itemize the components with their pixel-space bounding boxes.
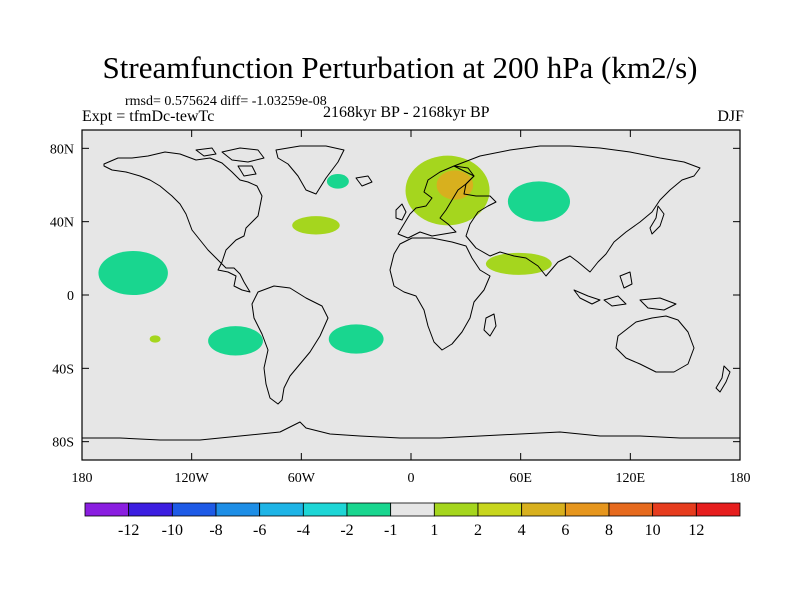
anomaly-central-asia-negative [507,181,571,222]
colorbar-label: -4 [297,522,310,539]
anomaly-north-atlantic-negative [326,174,349,189]
x-tick-label: 120W [175,471,210,486]
colorbar: -12 -10 -8 -6 -4 -2 -1 1 2 4 6 8 10 12 [84,502,741,539]
coast-south-america [251,285,329,405]
colorbar-label: 12 [688,522,704,539]
colorbar-label: 4 [518,522,526,539]
colorbar-box [477,502,523,517]
rmsd-diff-stats: rmsd= 0.575624 diff= -1.03259e-08 [125,94,327,109]
colorbar-label: -1 [384,522,397,539]
coastlines [82,145,740,441]
x-tick-label: 0 [408,471,415,486]
colorbar-box [608,502,654,517]
colorbar-label: 2 [474,522,482,539]
colorbar-label: -10 [162,522,183,539]
colorbar-box [215,502,261,517]
colorbar-box [652,502,697,517]
coast-africa [389,237,491,351]
colorbar-label: 8 [605,522,613,539]
coast-antarctica [82,421,740,441]
colorbar-box [390,502,435,517]
period-label: 2168kyr BP - 2168kyr BP [323,104,490,121]
coast-arctic-islands [195,147,265,177]
y-tick-label: 40S [52,362,74,377]
colorbar-label: 6 [561,522,569,539]
coast-japan [649,205,665,235]
colorbar-label: 10 [645,522,661,539]
colorbar-box [564,502,610,517]
axis-ticks: 180 120W 60W 0 60E 120E 180 80N 40N 0 40S 80S [50,130,751,486]
colorbar-box [433,502,479,517]
colorbar-label: -6 [253,522,266,539]
anomaly-arabian-sea-positive [485,252,552,275]
coast-new-zealand [715,365,731,393]
coast-british-isles [355,175,407,221]
colorbar-box [302,502,348,517]
season-label: DJF [717,108,744,125]
colorbar-box [128,502,173,517]
coast-greenland [275,145,345,195]
anomaly-east-pacific-negative [98,251,168,295]
coast-asia [453,145,701,277]
experiment-label: Expt = tfmDc-tewTc [82,108,215,125]
colorbar-box [521,502,566,517]
colorbar-label: 1 [430,522,438,539]
x-tick-label: 60E [509,471,532,486]
coast-north-america [103,151,263,293]
x-tick-label: 180 [72,471,93,486]
anomaly-south-atlantic-negative [328,324,384,354]
colorbar-box [346,502,392,517]
anomaly-atlantic-positive [292,216,340,235]
anomaly-southeast-pacific-negative [208,326,263,356]
colorbar-label: -12 [118,522,139,539]
y-tick-label: 40N [50,216,74,231]
map-title: Streamfunction Perturbation at 200 hPa (… [102,50,698,85]
coast-se-asia-islands [573,271,677,311]
anomaly-south-pacific-positive [149,335,161,343]
coast-australia [615,315,695,373]
x-tick-label: 60W [288,471,316,486]
colorbar-label: -8 [209,522,222,539]
x-tick-label: 120E [616,471,646,486]
y-tick-label: 80S [52,436,74,451]
colorbar-box [171,502,217,517]
colorbar-label: -2 [340,522,353,539]
x-tick-label: 180 [730,471,751,486]
colorbar-box [695,502,741,517]
y-tick-label: 0 [67,289,74,304]
y-tick-label: 80N [50,142,74,157]
colorbar-box [259,502,304,517]
colorbar-box [84,502,130,517]
coast-madagascar [483,313,497,337]
